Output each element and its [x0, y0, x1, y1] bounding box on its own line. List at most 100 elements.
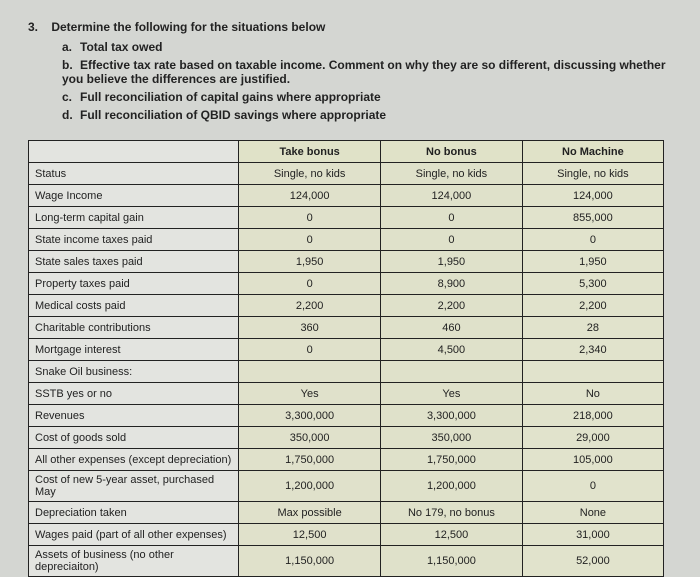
- cell: 5,300: [522, 273, 663, 295]
- table-row: Property taxes paid08,9005,300: [29, 273, 664, 295]
- part-label: d.: [62, 108, 80, 122]
- cell: 0: [239, 229, 381, 251]
- cell: 1,750,000: [239, 449, 381, 471]
- cell: No 179, no bonus: [381, 502, 523, 524]
- cell: 2,200: [381, 295, 523, 317]
- table-row: Long-term capital gain00855,000: [29, 207, 664, 229]
- cell: 105,000: [522, 449, 663, 471]
- cell: 29,000: [522, 427, 663, 449]
- cell: 8,900: [381, 273, 523, 295]
- cell: 1,750,000: [381, 449, 523, 471]
- cell: 460: [381, 317, 523, 339]
- table-row: Wage Income124,000124,000124,000: [29, 185, 664, 207]
- table-row: Cost of goods sold350,000350,00029,000: [29, 427, 664, 449]
- col-header: No Machine: [522, 141, 663, 163]
- row-label: Mortgage interest: [29, 339, 239, 361]
- cell: None: [522, 502, 663, 524]
- cell: [522, 361, 663, 383]
- cell: 12,500: [381, 524, 523, 546]
- cell: 855,000: [522, 207, 663, 229]
- scenario-table: Take bonus No bonus No Machine StatusSin…: [28, 140, 664, 577]
- row-label: Cost of new 5-year asset, purchased May: [29, 471, 239, 502]
- cell: 3,300,000: [381, 405, 523, 427]
- cell: 1,200,000: [239, 471, 381, 502]
- question-number: 3.: [28, 20, 48, 34]
- cell: Single, no kids: [381, 163, 523, 185]
- question-subparts: a.Total tax owedb.Effective tax rate bas…: [62, 40, 672, 122]
- col-header: Take bonus: [239, 141, 381, 163]
- question-part: b.Effective tax rate based on taxable in…: [62, 58, 672, 86]
- table-row: State sales taxes paid1,9501,9501,950: [29, 251, 664, 273]
- question-part: a.Total tax owed: [62, 40, 672, 54]
- cell: 218,000: [522, 405, 663, 427]
- cell: 0: [239, 339, 381, 361]
- header-blank: [29, 141, 239, 163]
- part-text: Effective tax rate based on taxable inco…: [62, 58, 666, 86]
- cell: 2,340: [522, 339, 663, 361]
- row-label: SSTB yes or no: [29, 383, 239, 405]
- row-label: Cost of goods sold: [29, 427, 239, 449]
- row-label: Revenues: [29, 405, 239, 427]
- cell: 0: [239, 207, 381, 229]
- part-label: b.: [62, 58, 80, 72]
- cell: Yes: [239, 383, 381, 405]
- cell: 31,000: [522, 524, 663, 546]
- table-row: State income taxes paid000: [29, 229, 664, 251]
- table-row: Cost of new 5-year asset, purchased May1…: [29, 471, 664, 502]
- cell: 360: [239, 317, 381, 339]
- row-label: Property taxes paid: [29, 273, 239, 295]
- cell: [381, 361, 523, 383]
- table-row: Medical costs paid2,2002,2002,200: [29, 295, 664, 317]
- cell: 28: [522, 317, 663, 339]
- cell: 124,000: [522, 185, 663, 207]
- col-header: No bonus: [381, 141, 523, 163]
- cell: Single, no kids: [239, 163, 381, 185]
- table-row: Mortgage interest04,5002,340: [29, 339, 664, 361]
- cell: 1,950: [381, 251, 523, 273]
- table-row: StatusSingle, no kidsSingle, no kidsSing…: [29, 163, 664, 185]
- cell: 350,000: [381, 427, 523, 449]
- table-row: Depreciation takenMax possibleNo 179, no…: [29, 502, 664, 524]
- cell: 0: [381, 207, 523, 229]
- question-part: c.Full reconciliation of capital gains w…: [62, 90, 672, 104]
- row-label: State income taxes paid: [29, 229, 239, 251]
- cell: 1,150,000: [381, 546, 523, 577]
- cell: Single, no kids: [522, 163, 663, 185]
- cell: 124,000: [239, 185, 381, 207]
- part-text: Total tax owed: [80, 40, 162, 54]
- cell: 1,950: [522, 251, 663, 273]
- cell: Yes: [381, 383, 523, 405]
- cell: 3,300,000: [239, 405, 381, 427]
- row-label: All other expenses (except depreciation): [29, 449, 239, 471]
- table-row: Charitable contributions36046028: [29, 317, 664, 339]
- table-row: SSTB yes or noYesYesNo: [29, 383, 664, 405]
- cell: 2,200: [522, 295, 663, 317]
- cell: 52,000: [522, 546, 663, 577]
- cell: 0: [381, 229, 523, 251]
- row-label: Medical costs paid: [29, 295, 239, 317]
- cell: 4,500: [381, 339, 523, 361]
- question-part: d.Full reconciliation of QBID savings wh…: [62, 108, 672, 122]
- row-label: State sales taxes paid: [29, 251, 239, 273]
- cell: Max possible: [239, 502, 381, 524]
- cell: 2,200: [239, 295, 381, 317]
- row-label: Assets of business (no other depreciaito…: [29, 546, 239, 577]
- cell: 1,150,000: [239, 546, 381, 577]
- row-label: Status: [29, 163, 239, 185]
- part-text: Full reconciliation of capital gains whe…: [80, 90, 381, 104]
- row-label: Wage Income: [29, 185, 239, 207]
- table-row: Wages paid (part of all other expenses)1…: [29, 524, 664, 546]
- table-row: Revenues3,300,0003,300,000218,000: [29, 405, 664, 427]
- cell: 0: [522, 471, 663, 502]
- cell: 1,200,000: [381, 471, 523, 502]
- part-label: a.: [62, 40, 80, 54]
- table-row: Snake Oil business:: [29, 361, 664, 383]
- part-label: c.: [62, 90, 80, 104]
- cell: 12,500: [239, 524, 381, 546]
- row-label: Long-term capital gain: [29, 207, 239, 229]
- question-prompt: 3. Determine the following for the situa…: [28, 20, 672, 34]
- cell: 0: [522, 229, 663, 251]
- row-label: Depreciation taken: [29, 502, 239, 524]
- row-label: Snake Oil business:: [29, 361, 239, 383]
- table-row: Assets of business (no other depreciaito…: [29, 546, 664, 577]
